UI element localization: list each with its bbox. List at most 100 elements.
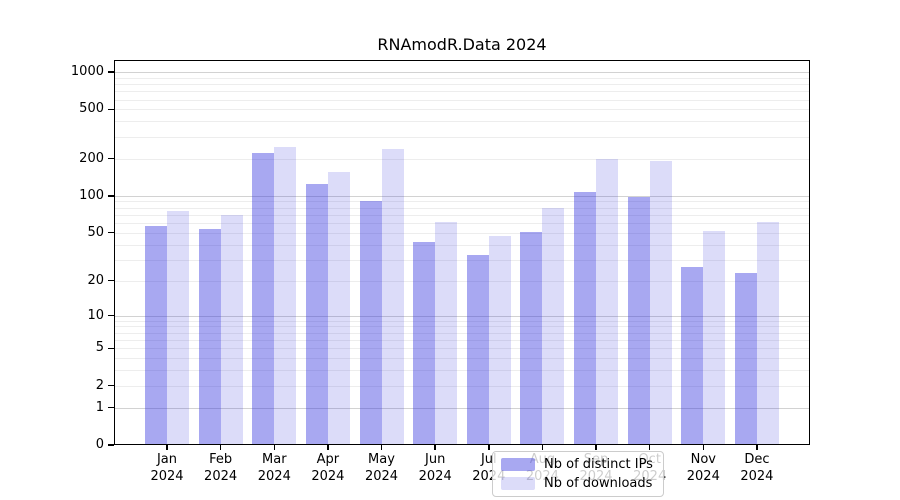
x-tick xyxy=(380,445,383,450)
gridline-major xyxy=(114,315,810,317)
gridline-minor xyxy=(114,223,810,224)
gridline-minor xyxy=(114,385,810,387)
y-tick xyxy=(108,108,114,111)
gridline-minor xyxy=(114,158,810,160)
legend-label-distinct-ips: Nb of distinct IPs xyxy=(544,457,653,472)
y-tick xyxy=(108,195,114,197)
x-tick-label-apr: Apr 2024 xyxy=(311,452,345,484)
gridline-minor xyxy=(114,77,810,79)
gridline-minor xyxy=(114,259,810,261)
bar-distinct-ips-may xyxy=(359,200,382,445)
bar-downloads-nov xyxy=(703,230,726,445)
gridline-minor xyxy=(114,136,810,138)
gridline-minor xyxy=(114,339,810,341)
legend: Nb of distinct IPs Nb of downloads xyxy=(492,451,664,497)
x-tick xyxy=(327,445,329,450)
bar-distinct-ips-jun xyxy=(413,241,436,445)
bar-downloads-sep xyxy=(596,158,618,445)
gridline-minor xyxy=(114,207,810,209)
gridline-minor xyxy=(114,121,810,123)
y-tick xyxy=(108,231,114,234)
gridline-minor xyxy=(114,326,810,328)
bar-downloads-jan xyxy=(167,211,189,445)
x-tick xyxy=(273,445,275,450)
x-tick xyxy=(595,445,597,450)
x-tick xyxy=(219,445,222,450)
bar-distinct-ips-mar xyxy=(252,152,275,445)
chart-title: RNAmodR.Data 2024 xyxy=(377,35,547,54)
bar-distinct-ips-jul xyxy=(466,254,489,445)
y-tick-label-20: 20 xyxy=(87,272,104,288)
y-tick xyxy=(108,406,114,409)
bar-distinct-ips-aug xyxy=(520,231,543,445)
gridline-minor xyxy=(114,91,810,93)
legend-swatch-downloads xyxy=(501,477,535,490)
x-tick-label-jan: Jan 2024 xyxy=(150,452,184,484)
bar-distinct-ips-apr xyxy=(305,184,328,445)
bar-distinct-ips-dec xyxy=(734,273,757,445)
bar-distinct-ips-sep xyxy=(574,191,596,445)
gridline-minor xyxy=(114,232,810,234)
gridline-minor xyxy=(114,348,810,350)
gridline-minor xyxy=(114,84,810,85)
gridline-minor xyxy=(114,332,810,334)
y-tick-label-5: 5 xyxy=(95,340,104,356)
bar-downloads-jun xyxy=(435,222,458,445)
y-tick-label-10: 10 xyxy=(87,307,104,323)
gridline-minor xyxy=(114,214,810,216)
bar-downloads-jul xyxy=(488,236,511,445)
y-tick-label-100: 100 xyxy=(79,187,104,203)
y-tick xyxy=(108,71,114,73)
legend-swatch-distinct-ips xyxy=(501,458,535,471)
bar-downloads-apr xyxy=(327,171,350,445)
plot-area: Nb of distinct IPs Nb of downloads xyxy=(114,60,810,497)
x-tick xyxy=(648,445,651,450)
gridline-minor xyxy=(114,280,810,282)
x-tick-label-dec: Dec 2024 xyxy=(740,452,774,484)
x-tick-label-nov: Nov 2024 xyxy=(686,452,720,484)
bar-downloads-dec xyxy=(756,222,779,445)
x-tick xyxy=(166,445,168,450)
gridline-major xyxy=(114,407,810,409)
bar-distinct-ips-oct xyxy=(627,196,650,445)
x-tick-label-feb: Feb 2024 xyxy=(204,452,238,484)
y-tick-label-1000: 1000 xyxy=(70,63,104,79)
y-tick-label-0: 0 xyxy=(95,437,104,452)
gridline-minor xyxy=(114,358,810,360)
gridline-minor xyxy=(114,99,810,101)
x-tick xyxy=(702,445,705,450)
y-tick xyxy=(108,384,114,387)
bar-downloads-oct xyxy=(649,160,672,445)
y-tick xyxy=(108,279,114,282)
y-tick-label-1: 1 xyxy=(95,399,104,415)
bar-distinct-ips-nov xyxy=(681,267,704,445)
bar-downloads-aug xyxy=(542,207,565,445)
gridline-minor xyxy=(114,370,810,372)
gridline-minor xyxy=(114,244,810,246)
y-tick xyxy=(108,157,114,160)
bar-distinct-ips-jan xyxy=(145,225,167,445)
y-tick xyxy=(108,444,114,446)
y-tick-label-50: 50 xyxy=(87,224,104,240)
legend-label-downloads: Nb of downloads xyxy=(544,476,653,491)
y-tick xyxy=(108,314,114,317)
y-tick-label-500: 500 xyxy=(79,101,104,117)
x-tick-label-mar: Mar 2024 xyxy=(257,452,291,484)
x-tick-label-may: May 2024 xyxy=(364,452,399,484)
legend-entry-downloads: Nb of downloads xyxy=(501,476,653,491)
y-tick xyxy=(108,347,114,349)
gridline-minor xyxy=(114,320,810,322)
x-tick xyxy=(488,445,490,450)
x-tick xyxy=(541,445,544,450)
bar-downloads-mar xyxy=(274,146,297,445)
gridline-major xyxy=(114,71,810,73)
y-tick-label-200: 200 xyxy=(79,150,104,166)
bar-downloads-may xyxy=(381,148,404,445)
x-tick-label-jun: Jun 2024 xyxy=(418,452,452,484)
x-tick xyxy=(756,445,758,450)
bar-distinct-ips-feb xyxy=(198,228,221,445)
x-tick xyxy=(434,445,436,450)
bar-downloads-feb xyxy=(220,214,243,445)
gridline-minor xyxy=(114,109,810,111)
